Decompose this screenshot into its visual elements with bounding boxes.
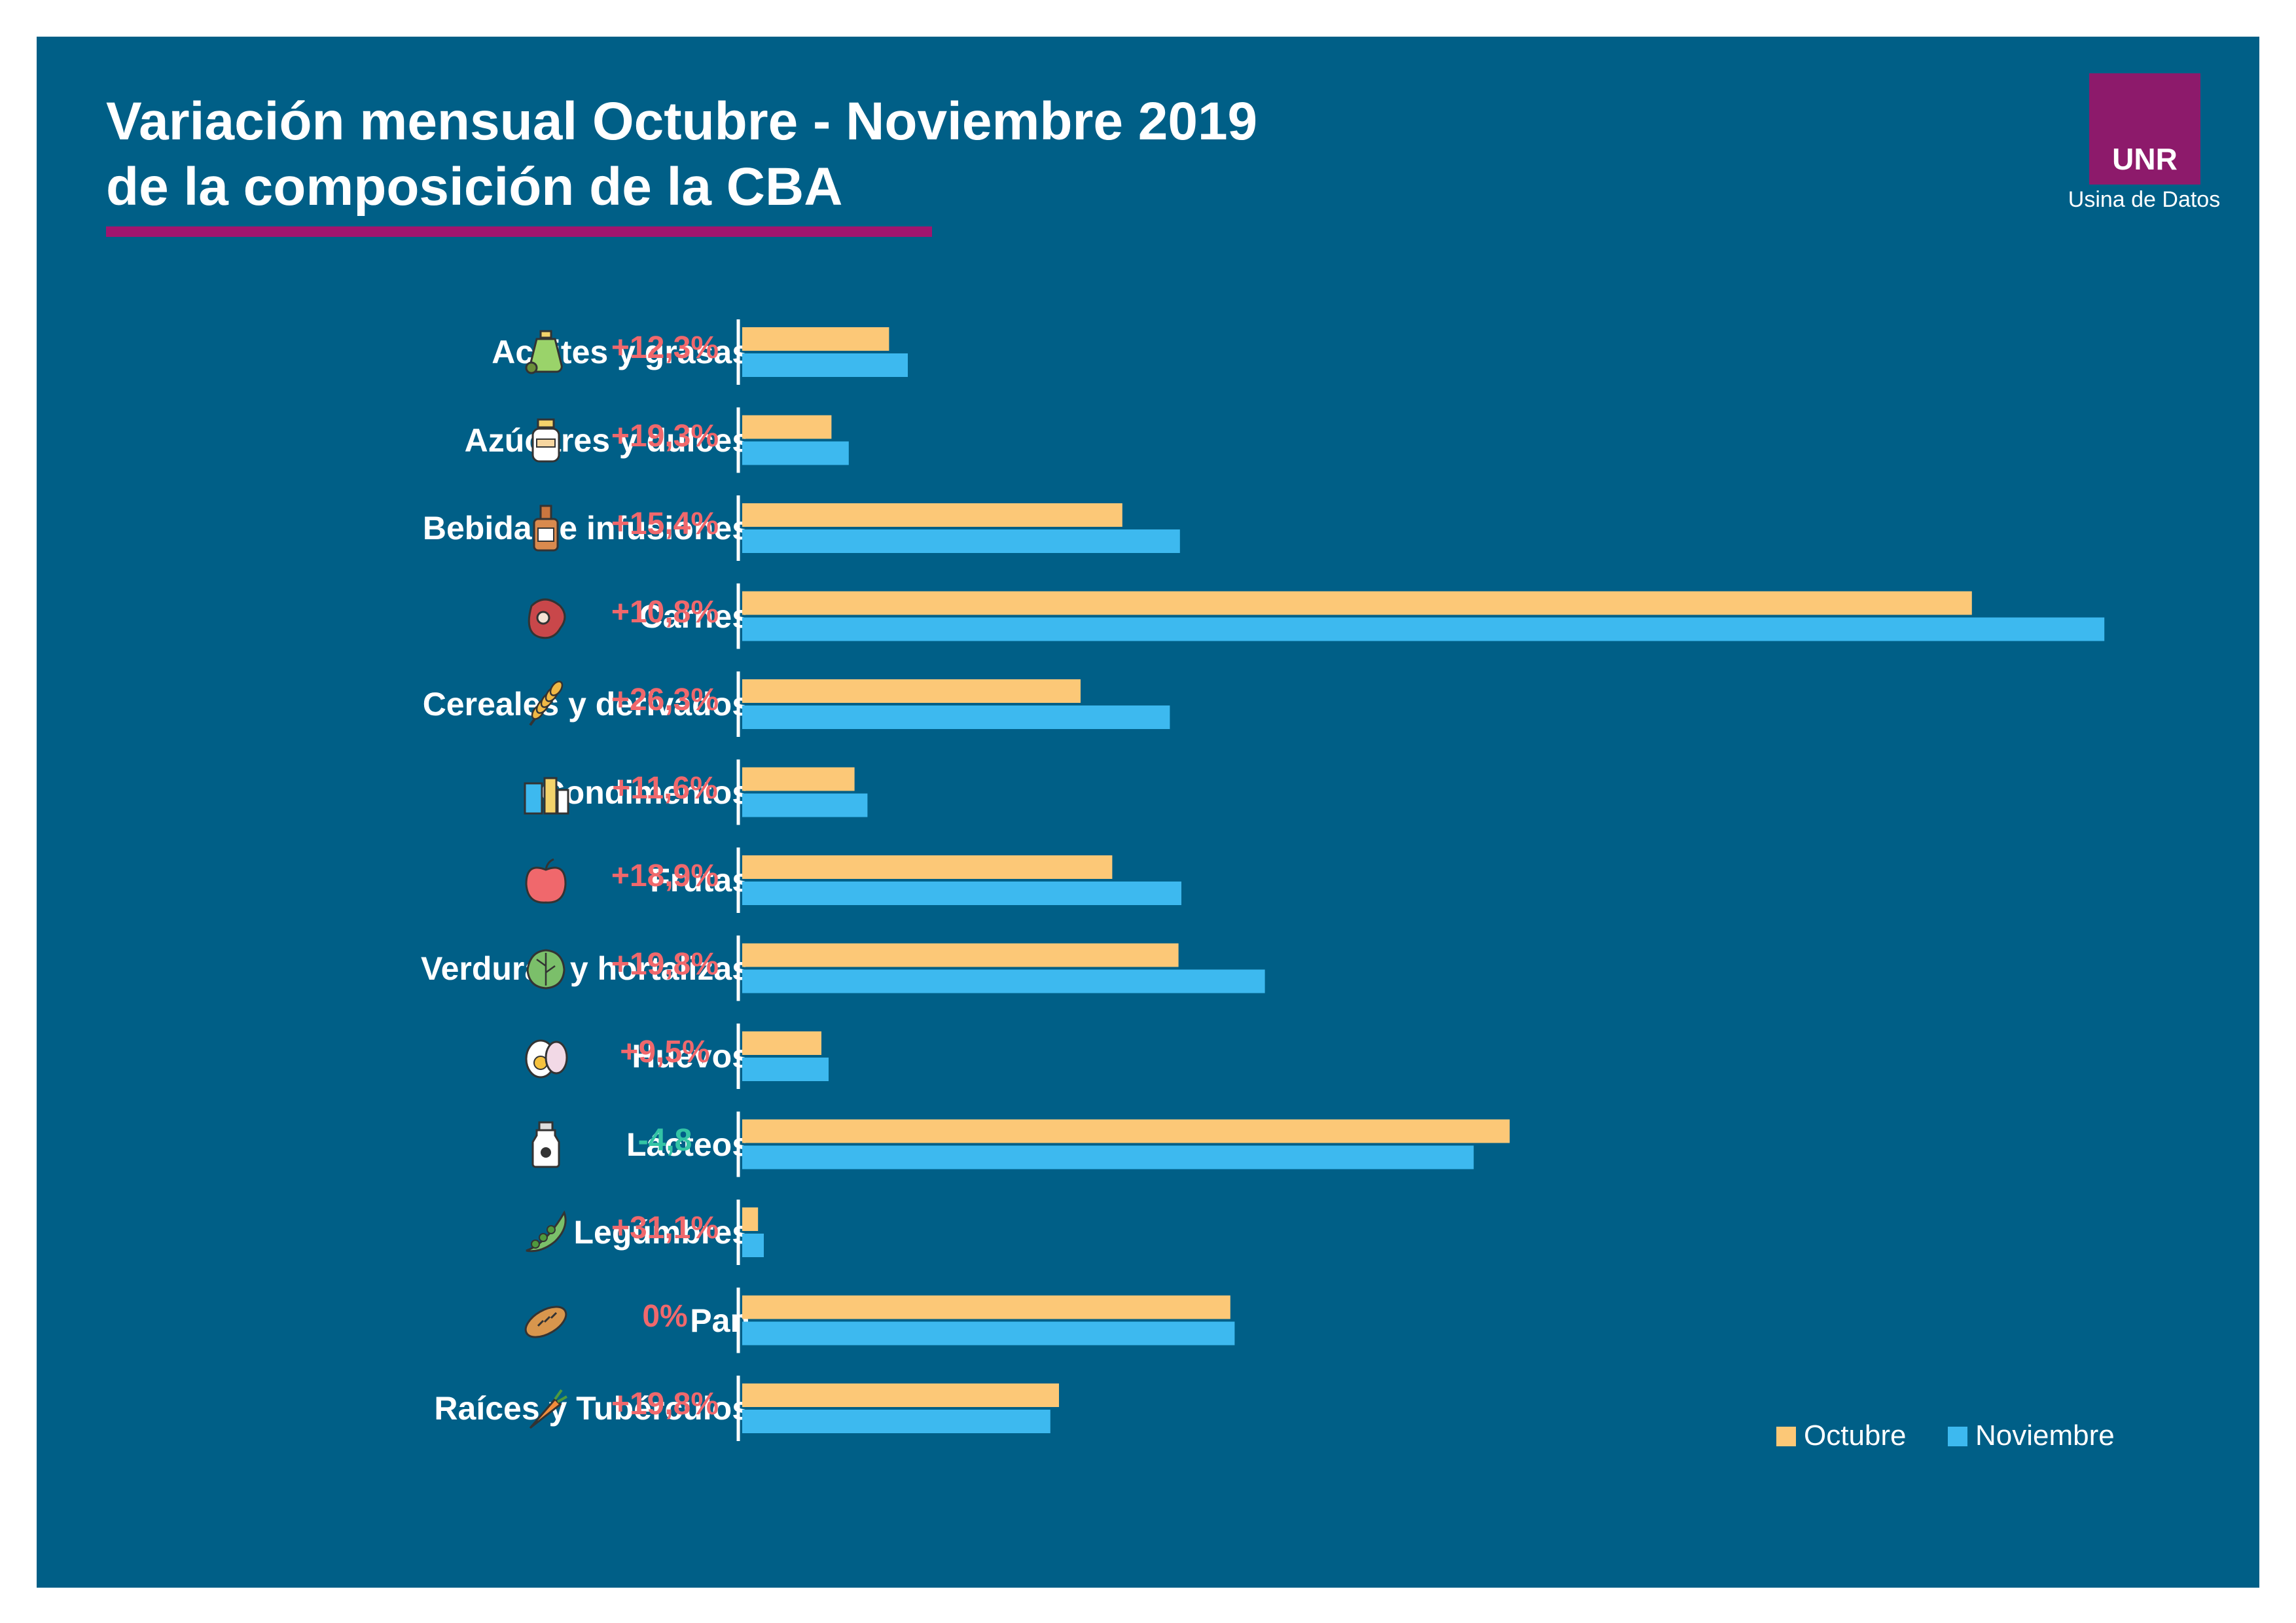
- variation-label: +26,3%: [611, 683, 719, 717]
- beverage-bottle-icon: [533, 505, 559, 552]
- variation-label: +19,8%: [611, 946, 719, 982]
- variation-label: +11,6%: [612, 770, 718, 806]
- title-underline: [106, 226, 932, 237]
- bar-noviembre: [742, 1321, 1235, 1346]
- variation-label: +10,8%: [611, 594, 719, 630]
- legend-noviembre: Noviembre: [1948, 1418, 2115, 1454]
- bar-noviembre: [742, 353, 908, 377]
- bar-noviembre: [742, 882, 1181, 905]
- unr-logo: UNR: [2089, 73, 2200, 185]
- bar-chart: [736, 319, 2105, 1441]
- category-label: Lácteos: [626, 1126, 750, 1163]
- condiments-icon: [524, 777, 569, 814]
- title-line-1: Variación mensual Octubre - Noviembre 20…: [106, 92, 1258, 151]
- variation-label: -4,8: [637, 1122, 692, 1158]
- bar-octubre: [742, 679, 1081, 703]
- category-label: Condimentos: [541, 774, 750, 811]
- bar-octubre: [742, 855, 1113, 879]
- legend-noviembre-label: Noviembre: [1975, 1419, 2115, 1452]
- legend-octubre: Octubre: [1776, 1418, 1907, 1454]
- egg-icon: [525, 1039, 568, 1079]
- apple-icon: [525, 858, 567, 904]
- bar-noviembre: [742, 1058, 829, 1081]
- bar-noviembre: [742, 1145, 1474, 1169]
- bar-noviembre: [742, 705, 1170, 729]
- milk-bottle-icon: [531, 1121, 560, 1168]
- bar-noviembre: [742, 969, 1265, 993]
- bar-noviembre: [742, 441, 849, 465]
- title-line-2: de la composición de la CBA: [106, 157, 843, 217]
- page-title: Variación mensual Octubre - Noviembre 20…: [106, 89, 1257, 220]
- bread-icon: [524, 1305, 567, 1338]
- variation-label: +15,4%: [611, 507, 719, 541]
- bar-octubre: [742, 591, 1972, 615]
- bar-octubre: [742, 415, 832, 439]
- bar-octubre: [742, 503, 1122, 527]
- peas-icon: [526, 1210, 567, 1253]
- category-label: Legúmbres: [573, 1214, 750, 1251]
- bar-noviembre: [742, 1234, 764, 1257]
- bar-octubre: [742, 1119, 1510, 1143]
- meat-icon: [528, 598, 566, 639]
- variation-label: 0%: [642, 1298, 688, 1334]
- oil-bottle-icon: [525, 330, 563, 374]
- category-label: Huevos: [632, 1038, 750, 1075]
- variation-label: +12,3%: [611, 330, 719, 365]
- category-label: Raíces y Tubérculos: [434, 1390, 750, 1427]
- variation-label: +19,8%: [611, 1387, 719, 1421]
- bar-noviembre: [742, 793, 868, 817]
- bar-octubre: [742, 327, 889, 351]
- bar-octubre: [742, 1295, 1230, 1319]
- legend-octubre-swatch: [1776, 1427, 1796, 1446]
- variation-label: +31,1%: [611, 1211, 719, 1245]
- variation-label: +19,3%: [611, 418, 719, 454]
- bar-octubre: [742, 1207, 759, 1231]
- carrot-icon: [529, 1389, 567, 1429]
- category-label: Carnes: [639, 597, 750, 635]
- bar-octubre: [742, 1031, 821, 1055]
- category-label: Verduras y hortalizas: [420, 950, 750, 987]
- category-label: Azúcares y dulces: [464, 421, 750, 459]
- infographic-panel: Variación mensual Octubre - Noviembre 20…: [37, 37, 2259, 1588]
- logo-caption: Usina de Datos: [2068, 187, 2221, 212]
- bar-noviembre: [742, 529, 1180, 553]
- sugar-jar-icon: [531, 418, 560, 462]
- category-label: Frutas: [650, 862, 750, 899]
- category-label: Pan: [690, 1302, 750, 1339]
- wheat-icon: [529, 681, 564, 726]
- category-label: Cereales y derivados: [422, 686, 750, 722]
- bar-octubre: [742, 767, 855, 791]
- variation-label: +9,5%: [620, 1035, 710, 1069]
- bar-noviembre: [742, 617, 2105, 641]
- bar-octubre: [742, 1383, 1059, 1407]
- logo-text: UNR: [2112, 142, 2178, 176]
- variation-label: +18,9%: [611, 859, 719, 893]
- legend-octubre-label: Octubre: [1804, 1419, 1907, 1452]
- category-label: Bebidas e infusiones: [422, 510, 750, 546]
- lettuce-icon: [526, 948, 565, 990]
- bar-octubre: [742, 943, 1179, 967]
- bar-noviembre: [742, 1410, 1050, 1433]
- legend-noviembre-swatch: [1948, 1427, 1967, 1446]
